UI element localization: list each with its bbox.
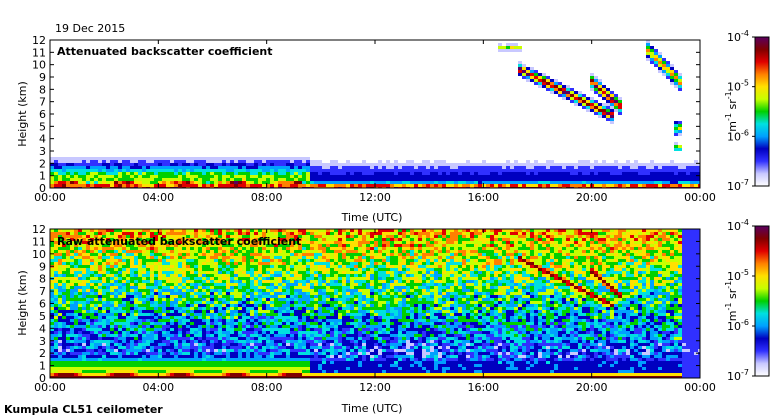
panel-attenuated: Attenuated backscatter coefficient 01234… [16,29,770,224]
x-axis-title: Time (UTC) [341,211,403,224]
y-tick-label: 1 [39,170,46,183]
x-tick-label: 08:00 [251,191,283,204]
colorbar-tick-label: 10-6 [727,128,749,143]
x-tick-label: 00:00 [684,191,716,204]
y-tick-label: 6 [39,108,46,121]
x-axis: 00:00 04:00 08:00 12:00 16:00 20:00 00:00 [34,40,716,204]
y-tick-label: 9 [39,260,46,273]
colorbar-tick-label: 10-7 [727,368,749,383]
heatmap-layer [50,40,700,188]
x-axis-title: Time (UTC) [341,402,403,415]
y-tick-label: 9 [39,71,46,84]
colorbar-tick-label: 10-4 [727,29,749,44]
panel-title: Raw attenuated backscatter coefficient [57,235,301,248]
x-tick-label: 12:00 [359,381,391,394]
colorbar-tick-label: 10-5 [727,268,749,283]
colorbar: 10-7 10-6 10-5 10-4 m-1 sr-1 [724,218,770,383]
y-tick-label: 12 [32,223,46,236]
colorbar-unit: m-1 sr-1 [724,91,739,131]
colorbar-tick-label: 10-4 [727,218,749,233]
y-tick-label: 12 [32,34,46,47]
y-tick-label: 2 [39,157,46,170]
y-tick-label: 11 [32,235,46,248]
y-tick-label: 11 [32,46,46,59]
y-tick-label: 3 [39,145,46,158]
x-tick-label: 20:00 [576,381,608,394]
x-tick-label: 08:00 [251,381,283,394]
y-axis-title: Height (km) [16,270,29,336]
x-tick-label: 00:00 [34,191,66,204]
colorbar-tick-label: 10-5 [727,79,749,94]
y-tick-label: 8 [39,83,46,96]
y-axis-title: Height (km) [16,81,29,147]
y-tick-label: 4 [39,133,46,146]
y-tick-label: 0 [39,182,46,195]
y-tick-label: 10 [32,248,46,261]
y-tick-label: 0 [39,372,46,385]
x-axis: 00:00 04:00 08:00 12:00 16:00 20:00 00:00 [34,229,716,394]
panel-title: Attenuated backscatter coefficient [57,45,273,58]
y-tick-label: 5 [39,310,46,323]
x-tick-label: 00:00 [684,381,716,394]
footer-label: Kumpula CL51 ceilometer [4,403,163,416]
x-tick-label: 04:00 [142,191,174,204]
panel-raw: Raw attenuated backscatter coefficient 0… [16,218,770,415]
x-tick-label: 12:00 [359,191,391,204]
y-tick-label: 3 [39,335,46,348]
x-tick-label: 16:00 [467,381,499,394]
x-tick-label: 00:00 [34,381,66,394]
colorbar-tick-label: 10-7 [727,178,749,193]
y-tick-label: 7 [39,96,46,109]
colorbar-gradient [754,225,770,377]
colorbar-unit: m-1 sr-1 [724,281,739,321]
y-tick-label: 5 [39,120,46,133]
y-tick-label: 7 [39,285,46,298]
colorbar: 10-7 10-6 10-5 10-4 m-1 sr-1 [724,29,770,193]
colorbar-gradient [754,36,770,187]
y-tick-label: 10 [32,59,46,72]
x-tick-label: 16:00 [467,191,499,204]
x-tick-label: 04:00 [142,381,174,394]
date-label: 19 Dec 2015 [55,22,125,35]
y-tick-label: 8 [39,273,46,286]
colorbar-tick-label: 10-6 [727,318,749,333]
y-tick-label: 2 [39,347,46,360]
x-tick-label: 20:00 [576,191,608,204]
heatmap-layer [50,229,700,378]
y-tick-label: 1 [39,360,46,373]
y-tick-label: 4 [39,322,46,335]
y-tick-label: 6 [39,298,46,311]
